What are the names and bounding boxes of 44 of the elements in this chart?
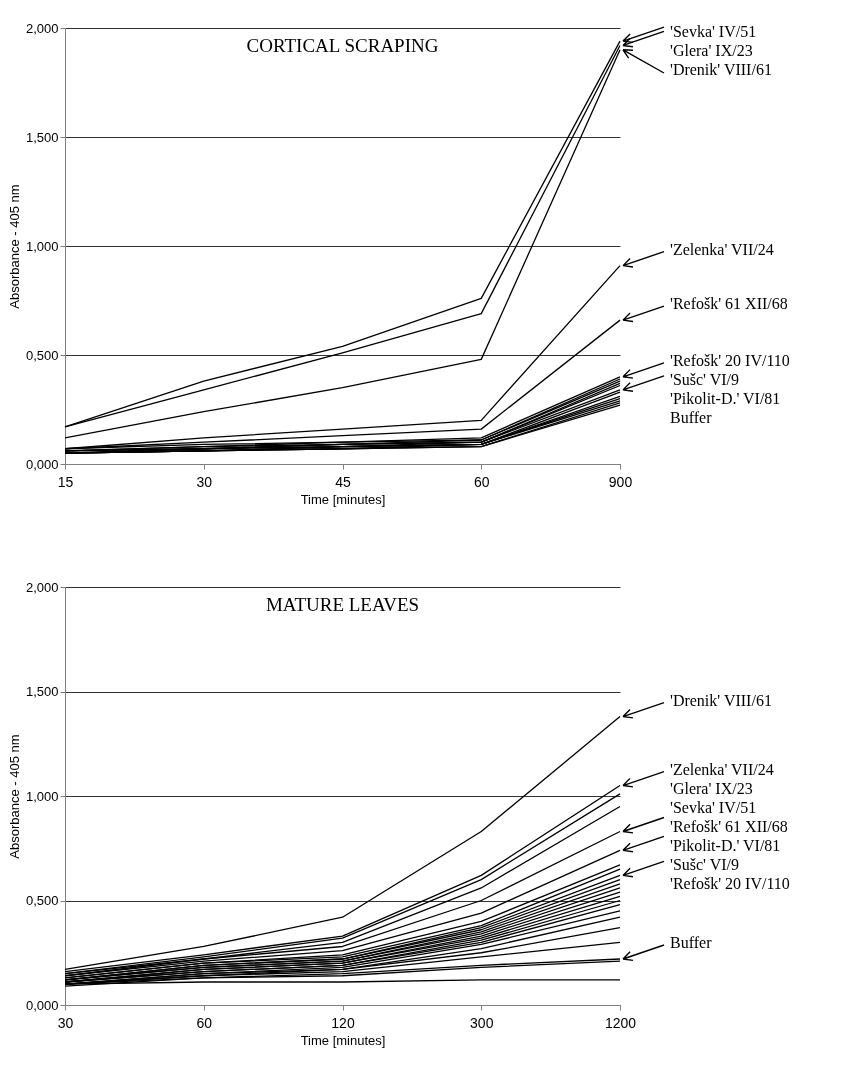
annotation: 'Pikolit-D.' VI/81 — [670, 389, 781, 407]
y-tick-label: 0,000 — [25, 997, 59, 1013]
x-axis-title: Time [minutes] — [300, 1032, 386, 1048]
x-tick-label: 900 — [608, 473, 633, 490]
annotation: 'Drenik' VIII/61 — [670, 691, 772, 709]
annotation: 'Refošk' 61 XII/68 — [670, 295, 788, 313]
text: 'Sevka' IV/51 — [670, 798, 757, 816]
y-tick-label: 1,000 — [25, 238, 59, 254]
annotation: 'Sušc' VI/9 — [670, 855, 740, 873]
y-tick-label: 1,000 — [25, 788, 59, 804]
y-axis-title: Absorbance - 405 nm — [6, 734, 22, 859]
chart-title: CORTICAL SCRAPING — [246, 35, 439, 56]
x-axis-title: Time [minutes] — [300, 491, 386, 507]
y-tick-label: 0,500 — [25, 893, 59, 908]
annotation: 'Zelenka' VII/24 — [670, 240, 774, 258]
annotation: 'Pikolit-D.' VI/81 — [670, 836, 781, 854]
annotation: Buffer — [670, 934, 713, 952]
x-tick-label: 300 — [470, 1014, 494, 1031]
y-tick-label: 1,500 — [25, 684, 59, 699]
text: 'Refošk' 20 IV/110 — [670, 874, 790, 892]
x-tick-label: 60 — [473, 473, 490, 490]
x-tick-label: 15 — [57, 473, 74, 490]
annotation: 'Refošk' 20 IV/110 — [670, 351, 790, 369]
text: 'Glera' IX/23 — [670, 779, 753, 797]
x-tick-label: 1200 — [604, 1014, 637, 1031]
annotation: 'Zelenka' VII/24 — [670, 760, 774, 778]
x-tick-label: 30 — [57, 1014, 74, 1031]
annotation: 'Glera' IX/23 — [670, 42, 753, 59]
y-axis-title: Absorbance - 405 nm — [6, 184, 22, 309]
annotation: 'Sevka' IV/51 — [670, 23, 757, 40]
text: 'Sušc' VI/9 — [670, 370, 740, 388]
y-tick-label: 0,000 — [25, 456, 59, 472]
chart-title: MATURE LEAVES — [265, 594, 420, 615]
y-tick-label: 1,500 — [25, 129, 59, 145]
y-tick-label: 2,000 — [25, 20, 59, 36]
y-tick-label: 0,500 — [25, 347, 59, 363]
x-tick-label: 120 — [331, 1014, 355, 1031]
y-tick-label: 2,000 — [25, 579, 59, 595]
x-tick-label: 45 — [335, 473, 351, 490]
x-tick-label: 60 — [196, 1014, 213, 1031]
annotation: 'Refošk' 61 XII/68 — [670, 817, 788, 835]
annotation: 'Drenik' VIII/61 — [670, 61, 772, 78]
text: Buffer — [670, 408, 713, 426]
x-tick-label: 30 — [196, 473, 213, 490]
